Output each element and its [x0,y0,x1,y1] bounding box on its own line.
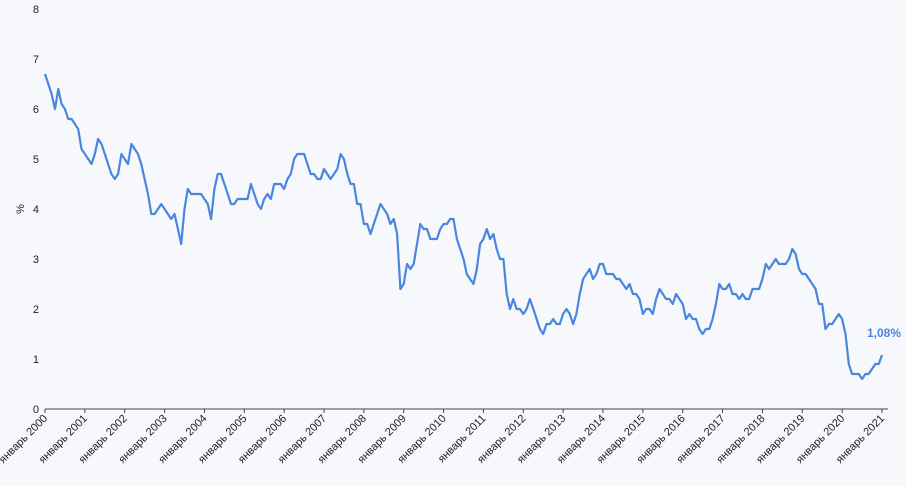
line-series [43,73,884,381]
y-tick-label: 5 [33,154,39,166]
y-tick-label: 7 [33,54,39,66]
y-tick-label: 0 [33,404,39,416]
y-tick-label: 2 [33,304,39,316]
y-tick-label: 4 [33,204,39,216]
y-tick-label: 8 [33,4,39,16]
y-tick-label: 1 [33,354,39,366]
y-axis-label: % [15,204,27,214]
y-tick-label: 3 [33,254,39,266]
y-tick-label: 6 [33,104,39,116]
annotation: 1,08% [867,326,901,340]
